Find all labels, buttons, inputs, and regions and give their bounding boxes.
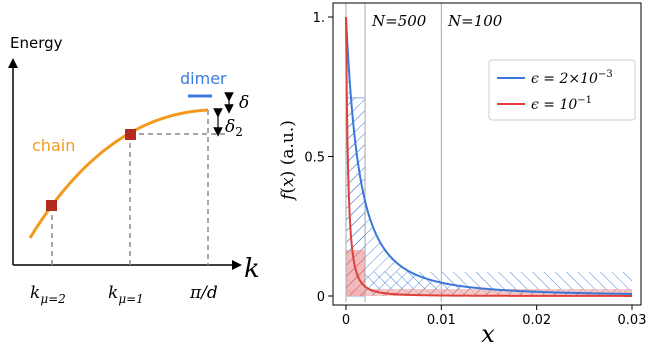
tick-label-mu1: kμ=1 <box>108 283 144 306</box>
hatch-area-blue <box>346 17 632 296</box>
legend-box <box>488 59 636 121</box>
x-tick-label-1: 0.01 <box>427 313 456 328</box>
y-tick-label-2: 1. <box>313 11 325 26</box>
left-panel: Energy k chain dimer δ δ2 kμ=2 kμ=1 π/d <box>8 34 260 306</box>
k-axis-arrow <box>232 260 242 270</box>
hatch-region-red-n500 <box>346 249 366 296</box>
x-tick-label-3: 0.03 <box>618 313 647 328</box>
right-panel: 0 0.5 1. 0 0.01 0.02 0.03 f(x) (a.u.) x ϵ = 2… <box>278 2 647 346</box>
marker-mu1 <box>125 129 136 140</box>
chain-label: chain <box>32 136 75 155</box>
vline-label-n500: N=500 <box>371 12 427 30</box>
energy-axis-arrow <box>8 58 18 68</box>
delta2-label: δ2 <box>225 117 243 139</box>
delta-label: δ <box>239 93 249 113</box>
x-tick-label-0: 0 <box>342 313 350 328</box>
y-tick-label-1: 0.5 <box>304 151 325 166</box>
k-axis-label: k <box>244 254 260 284</box>
y-tick-label-0: 0 <box>317 290 325 305</box>
y-axis-label: f(x) (a.u.) <box>278 120 298 202</box>
legend-label-red: ϵ = 10−1 <box>531 95 592 113</box>
legend: ϵ = 2×10−3 ϵ = 10−1 <box>488 59 636 121</box>
series-line-blue <box>345 16 633 295</box>
tick-label-mu2: kμ=2 <box>30 283 66 306</box>
x-tick-label-2: 0.02 <box>522 313 551 328</box>
chain-band-curve <box>28 108 209 239</box>
energy-axis-label: Energy <box>10 34 63 52</box>
marker-mu2 <box>46 200 57 211</box>
tick-label-pi-d: π/d <box>189 283 218 303</box>
dimer-label: dimer <box>180 69 227 88</box>
vline-label-n100: N=100 <box>447 12 503 30</box>
legend-label-blue: ϵ = 2×10−3 <box>531 69 613 87</box>
plot-frame <box>332 2 642 306</box>
hatch-region-red-n100 <box>346 289 632 296</box>
x-axis-label: x <box>481 320 495 346</box>
series-line-red <box>345 16 632 297</box>
